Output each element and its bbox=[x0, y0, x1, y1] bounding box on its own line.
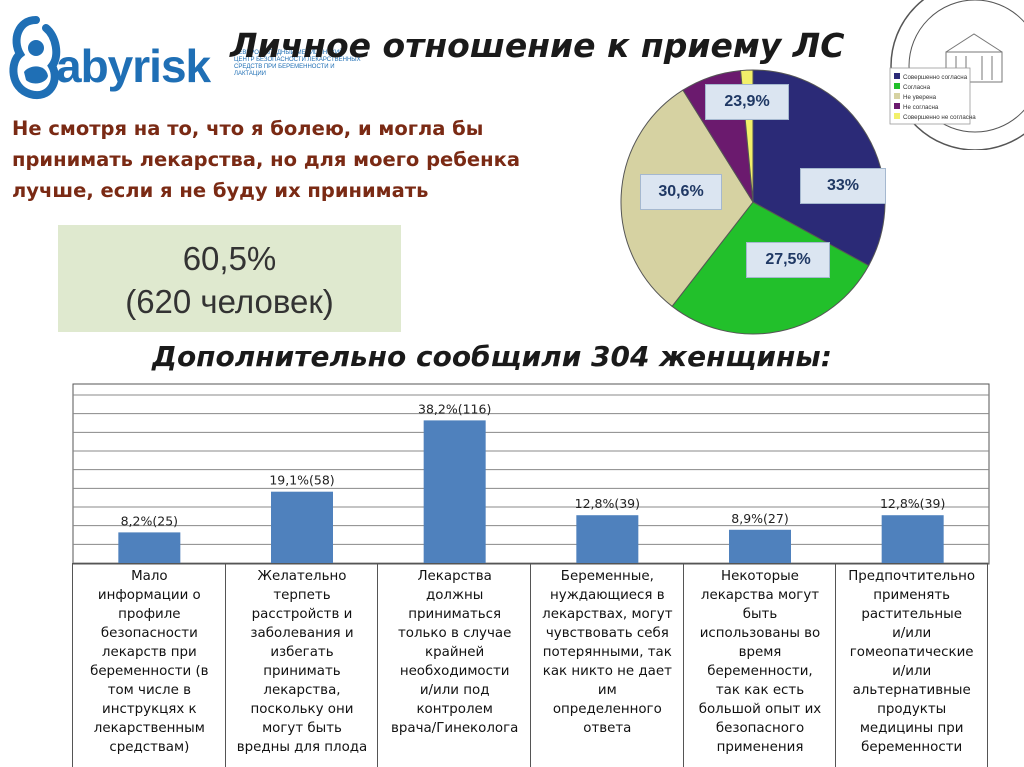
pie-label-agree: 27,5% bbox=[746, 242, 830, 278]
pie-label-disagree: 23,9% bbox=[705, 84, 789, 120]
pie-label-unsure: 30,6% bbox=[640, 174, 722, 210]
bar-data-label-2: 19,1%(58) bbox=[269, 473, 334, 488]
bar-1 bbox=[118, 532, 181, 563]
highlight-people: (620 человек) bbox=[125, 283, 334, 320]
highlight-box: 60,5% (620 человек) bbox=[58, 225, 401, 332]
seal-legend-4: Не согласна bbox=[903, 104, 939, 111]
bar-data-label-4: 12,8%(39) bbox=[575, 496, 640, 511]
pie-label-strongly-agree: 33% bbox=[800, 168, 886, 204]
bar-5 bbox=[729, 529, 791, 563]
bar-chart: 8,2%(25) 19,1%(58) 38,2%(116) 12,8%(39) 8,9%… bbox=[72, 383, 990, 565]
section-subtitle: Дополнительно сообщили 304 женщины: bbox=[152, 340, 832, 373]
bar-chart-frame bbox=[72, 383, 990, 565]
bar-data-label-1: 8,2%(25) bbox=[121, 513, 178, 528]
bar-data-label-6: 12,8%(39) bbox=[880, 496, 945, 511]
seal-legend-5: Совершенно не согласна bbox=[903, 114, 976, 121]
bar-data-label-5: 8,9%(27) bbox=[731, 511, 788, 526]
logo-wordmark: abyrisk bbox=[56, 40, 211, 92]
bar-category-label-5: Некоторые лекарства могут быть использованы… bbox=[682, 563, 837, 767]
statement-text: Не смотря на то, что я болею, и могла бы… bbox=[12, 113, 612, 206]
statement-line-1: Не смотря на то, что я болею, и могла бы bbox=[12, 117, 484, 140]
bar-4 bbox=[576, 515, 639, 563]
bar-category-label-4: Беременные, нуждающиеся в лекарствах, могу… bbox=[530, 563, 684, 767]
bar-chart-categories: Мало информации о профиле безопасности лекар… bbox=[72, 563, 988, 767]
bar-category-label-2: Желательно терпеть расстройств и заболевани… bbox=[224, 563, 379, 767]
bar-data-label-3: 38,2%(116) bbox=[418, 401, 491, 416]
highlight-percent: 60,5% bbox=[182, 240, 277, 277]
bar-category-label-3: Лекарства должны приниматься только в случа… bbox=[377, 563, 531, 767]
bar-6 bbox=[881, 515, 944, 563]
bar-category-label-1: Мало информации о профиле безопасности лекар… bbox=[72, 563, 226, 767]
logo-subtitle: Северо-Западный медицинский центр безопа… bbox=[234, 50, 361, 77]
page-title: Личное отношение к приему ЛС bbox=[230, 26, 845, 65]
statement-line-3: лучше, если я не буду их принимать bbox=[12, 179, 429, 202]
baby-logo-icon bbox=[9, 16, 61, 100]
university-seal: Совершенно согласна Согласна Не уверена … bbox=[870, 0, 1024, 151]
seal-legend-2: Согласна bbox=[903, 84, 931, 91]
statement-line-2: принимать лекарства, но для моего ребенк… bbox=[12, 148, 520, 171]
seal-legend-3: Не уверена bbox=[903, 94, 937, 101]
bar-category-label-6: Предпочтительно применять растительные и/ил… bbox=[835, 563, 988, 767]
bar-3 bbox=[423, 420, 486, 563]
bar-2 bbox=[271, 491, 333, 563]
seal-legend-1: Совершенно согласна bbox=[903, 74, 968, 81]
babyrisk-logo: abyrisk Северо-Западный медицинский цент… bbox=[6, 6, 366, 106]
